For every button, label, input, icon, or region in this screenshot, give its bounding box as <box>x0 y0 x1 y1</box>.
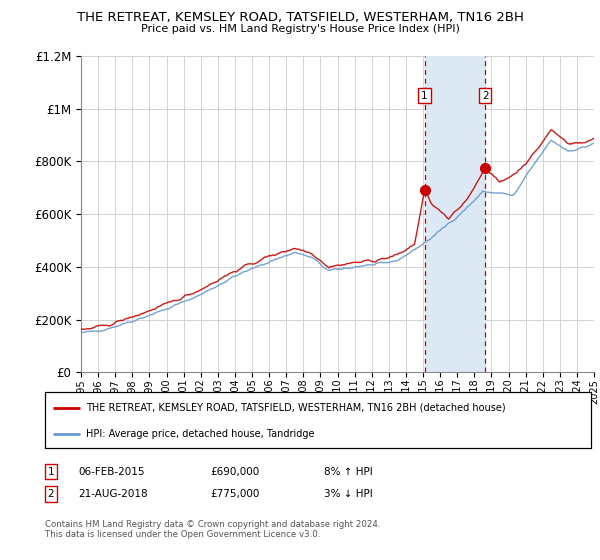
Text: Price paid vs. HM Land Registry's House Price Index (HPI): Price paid vs. HM Land Registry's House … <box>140 24 460 34</box>
Text: 21-AUG-2018: 21-AUG-2018 <box>78 489 148 499</box>
Bar <box>425 56 485 372</box>
Text: £775,000: £775,000 <box>210 489 259 499</box>
Text: 1: 1 <box>421 91 428 101</box>
Text: £690,000: £690,000 <box>210 466 259 477</box>
Text: THE RETREAT, KEMSLEY ROAD, TATSFIELD, WESTERHAM, TN16 2BH (detached house): THE RETREAT, KEMSLEY ROAD, TATSFIELD, WE… <box>86 403 506 413</box>
Text: Contains HM Land Registry data © Crown copyright and database right 2024.
This d: Contains HM Land Registry data © Crown c… <box>45 520 380 539</box>
Text: 06-FEB-2015: 06-FEB-2015 <box>78 466 145 477</box>
Text: 2: 2 <box>47 489 55 499</box>
Text: THE RETREAT, KEMSLEY ROAD, TATSFIELD, WESTERHAM, TN16 2BH: THE RETREAT, KEMSLEY ROAD, TATSFIELD, WE… <box>77 11 523 24</box>
Text: HPI: Average price, detached house, Tandridge: HPI: Average price, detached house, Tand… <box>86 429 314 439</box>
Text: 2: 2 <box>482 91 488 101</box>
Text: 3% ↓ HPI: 3% ↓ HPI <box>324 489 373 499</box>
Text: 8% ↑ HPI: 8% ↑ HPI <box>324 466 373 477</box>
Text: 1: 1 <box>47 466 55 477</box>
